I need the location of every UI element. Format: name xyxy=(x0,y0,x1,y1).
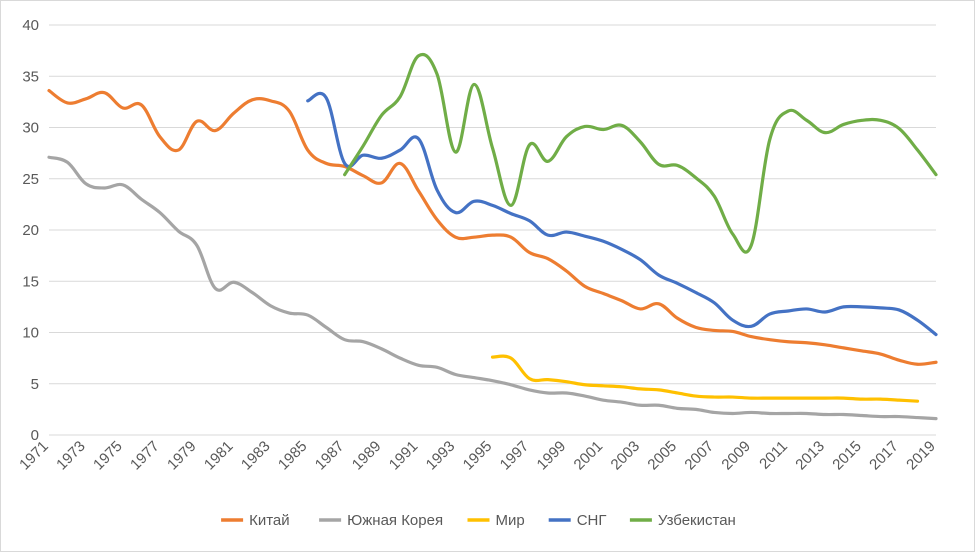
x-tick-label: 1993 xyxy=(423,438,459,474)
y-tick-label: 15 xyxy=(22,273,39,290)
legend-item[interactable]: Узбекистан xyxy=(629,512,736,529)
y-tick-label: 10 xyxy=(22,325,39,342)
series-line-2 xyxy=(47,155,938,421)
x-tick-label: 2019 xyxy=(903,438,939,474)
x-tick-label: 1995 xyxy=(460,438,496,474)
y-tick-label: 30 xyxy=(22,120,39,137)
x-tick-label: 1985 xyxy=(275,438,311,474)
x-tick-label: 1977 xyxy=(127,438,163,474)
y-axis-ticks: 0 5 10 15 20 25 30 35 40 xyxy=(22,17,39,444)
gridlines xyxy=(49,24,936,436)
x-tick-label: 1971 xyxy=(16,438,52,474)
x-tick-label: 1979 xyxy=(164,438,200,474)
x-tick-label: 1987 xyxy=(312,438,348,474)
x-tick-label: 1997 xyxy=(497,438,533,474)
x-tick-label: 1989 xyxy=(349,438,385,474)
series-line-3 xyxy=(490,354,920,403)
legend-label: Узбекистан xyxy=(658,512,736,529)
y-tick-label: 20 xyxy=(22,222,39,239)
legend: Китай Южная Корея Мир СНГ Узбекистан xyxy=(221,512,736,529)
series-line-5 xyxy=(343,52,938,254)
series-line-4 xyxy=(306,91,938,337)
x-tick-label: 2017 xyxy=(866,438,902,474)
x-tick-label: 2011 xyxy=(756,438,791,473)
y-tick-label: 35 xyxy=(22,68,39,85)
y-tick-label: 5 xyxy=(31,376,39,393)
legend-item[interactable]: Китай xyxy=(221,512,290,529)
legend-label: Китай xyxy=(249,512,290,529)
x-tick-label: 2003 xyxy=(608,438,644,474)
y-tick-label: 0 xyxy=(31,427,39,444)
legend-label: Мир xyxy=(496,512,525,529)
legend-item[interactable]: Южная Корея xyxy=(319,512,443,529)
y-tick-label: 40 xyxy=(22,17,39,34)
legend-label: СНГ xyxy=(577,512,607,529)
x-tick-label: 2001 xyxy=(571,438,607,474)
x-tick-label: 2015 xyxy=(829,438,865,474)
legend-item[interactable]: СНГ xyxy=(548,512,607,529)
x-tick-label: 1975 xyxy=(90,438,126,474)
x-tick-label: 1999 xyxy=(534,438,570,474)
x-axis-ticks: 1971 1973 1975 1977 1979 1981 1983 1985 1987 1989… xyxy=(16,438,939,474)
series-lines xyxy=(47,52,938,421)
legend-item[interactable]: Мир xyxy=(467,512,525,529)
y-tick-label: 25 xyxy=(22,171,39,188)
x-tick-label: 1983 xyxy=(238,438,274,474)
x-tick-label: 2007 xyxy=(681,438,717,474)
x-tick-label: 2013 xyxy=(792,438,828,474)
x-tick-label: 1973 xyxy=(53,438,89,474)
legend-label: Южная Корея xyxy=(347,512,443,529)
x-tick-label: 1991 xyxy=(386,438,422,474)
series-line-1 xyxy=(47,89,938,366)
x-tick-label: 2005 xyxy=(644,438,680,474)
x-tick-label: 1981 xyxy=(201,438,237,474)
x-tick-label: 2009 xyxy=(718,438,754,474)
